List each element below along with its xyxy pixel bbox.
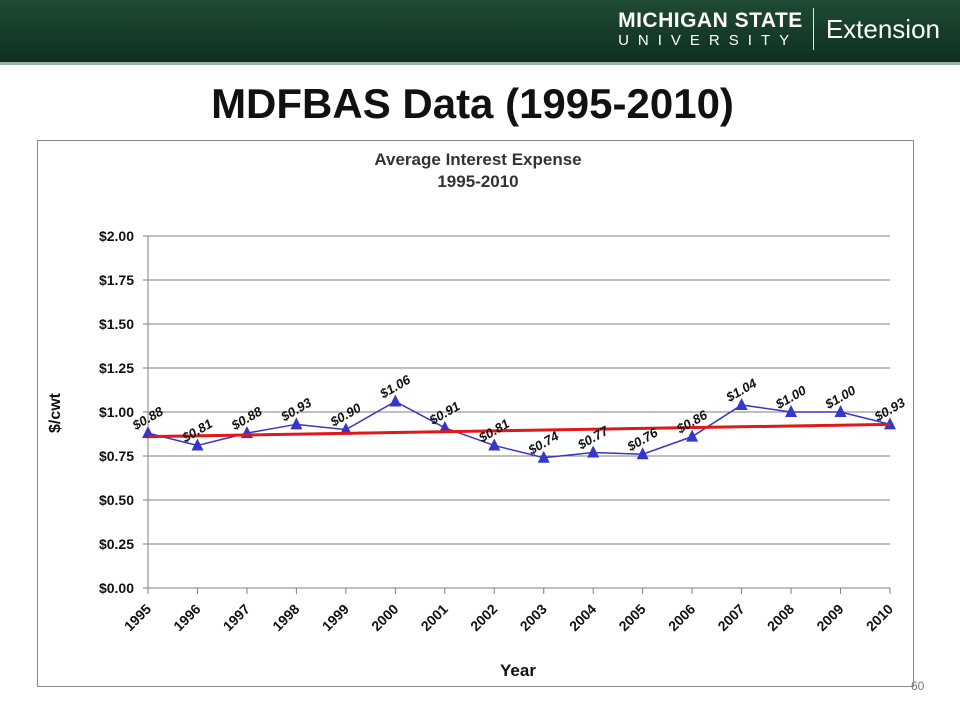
page-number: 60 xyxy=(911,679,925,693)
x-tick-label: 1996 xyxy=(170,601,203,634)
chart-title: Average Interest Expense xyxy=(374,150,581,169)
logo-line-1: MICHIGAN STATE xyxy=(618,8,803,32)
x-tick-label: 1995 xyxy=(121,601,154,634)
y-tick-label: $0.00 xyxy=(99,580,134,596)
logo-line-2: UNIVERSITY xyxy=(618,31,799,49)
data-point-marker xyxy=(537,450,550,463)
x-tick-label: 1998 xyxy=(269,601,302,634)
data-point-marker xyxy=(735,397,748,410)
data-point-marker xyxy=(884,417,896,430)
x-tick-label: 2001 xyxy=(418,601,451,634)
y-axis: $0.00 $0.25 $0.50 $0.75 $1.00 $1.25 $1.50 $1.75… xyxy=(99,228,149,596)
university-logo: MICHIGAN STATE UNIVERSITY Extension xyxy=(618,8,940,50)
chart-subtitle: 1995-2010 xyxy=(437,172,518,191)
logo-divider xyxy=(812,8,814,50)
x-axis: 1995 1996 1997 1998 1999 2000 2001 2002 2003 2004… xyxy=(121,588,896,634)
logo-wordmark: MICHIGAN STATE UNIVERSITY xyxy=(618,9,803,50)
x-tick-label: 2006 xyxy=(665,601,698,634)
trendline xyxy=(147,422,891,439)
data-point-marker xyxy=(834,405,847,417)
gridlines xyxy=(148,235,890,589)
header-banner: MICHIGAN STATE UNIVERSITY Extension xyxy=(0,0,960,65)
x-tick-label: 2010 xyxy=(863,601,896,634)
data-point-marker xyxy=(191,438,204,451)
y-tick-label: $0.25 xyxy=(99,536,134,552)
data-point-marker xyxy=(636,447,649,460)
y-tick-label: $0.75 xyxy=(99,448,134,464)
x-axis-title: Year xyxy=(500,661,536,680)
y-tick-label: $1.75 xyxy=(99,272,134,288)
data-point-marker xyxy=(785,405,798,417)
data-point-marker xyxy=(389,394,402,407)
x-tick-label: 2000 xyxy=(368,601,401,634)
logo-extension: Extension xyxy=(825,13,940,44)
x-tick-label: 2008 xyxy=(764,601,797,634)
chart-frame: Average Interest Expense 1995-2010 $0.00… xyxy=(37,140,914,687)
x-tick-label: 2005 xyxy=(615,601,648,634)
data-point-marker xyxy=(438,420,451,433)
x-tick-label: 2003 xyxy=(517,601,550,634)
x-tick-label: 2002 xyxy=(467,601,500,634)
y-axis-title: $/cwt xyxy=(47,392,64,433)
data-point-marker xyxy=(488,438,501,451)
data-point-marker xyxy=(686,429,699,442)
slide-title: MDFBAS Data (1995-2010) xyxy=(211,80,734,127)
x-tick-label: 2007 xyxy=(714,601,747,634)
data-point-marker xyxy=(290,417,303,430)
trendline-line xyxy=(147,422,891,439)
data-point-marker xyxy=(587,445,600,458)
y-tick-label: $2.00 xyxy=(99,228,134,244)
data-point-marker xyxy=(339,422,352,435)
y-tick-label: $1.50 xyxy=(99,316,134,332)
x-tick-label: 1999 xyxy=(319,601,352,634)
y-tick-label: $1.00 xyxy=(99,404,134,420)
y-tick-label: $0.50 xyxy=(99,492,134,508)
x-tick-label: 2009 xyxy=(813,601,846,634)
line-chart: Average Interest Expense 1995-2010 $0.00… xyxy=(47,150,908,680)
x-tick-label: 1997 xyxy=(220,601,253,634)
x-tick-label: 2004 xyxy=(566,601,599,634)
y-tick-label: $1.25 xyxy=(99,360,134,376)
series-line xyxy=(147,400,891,459)
